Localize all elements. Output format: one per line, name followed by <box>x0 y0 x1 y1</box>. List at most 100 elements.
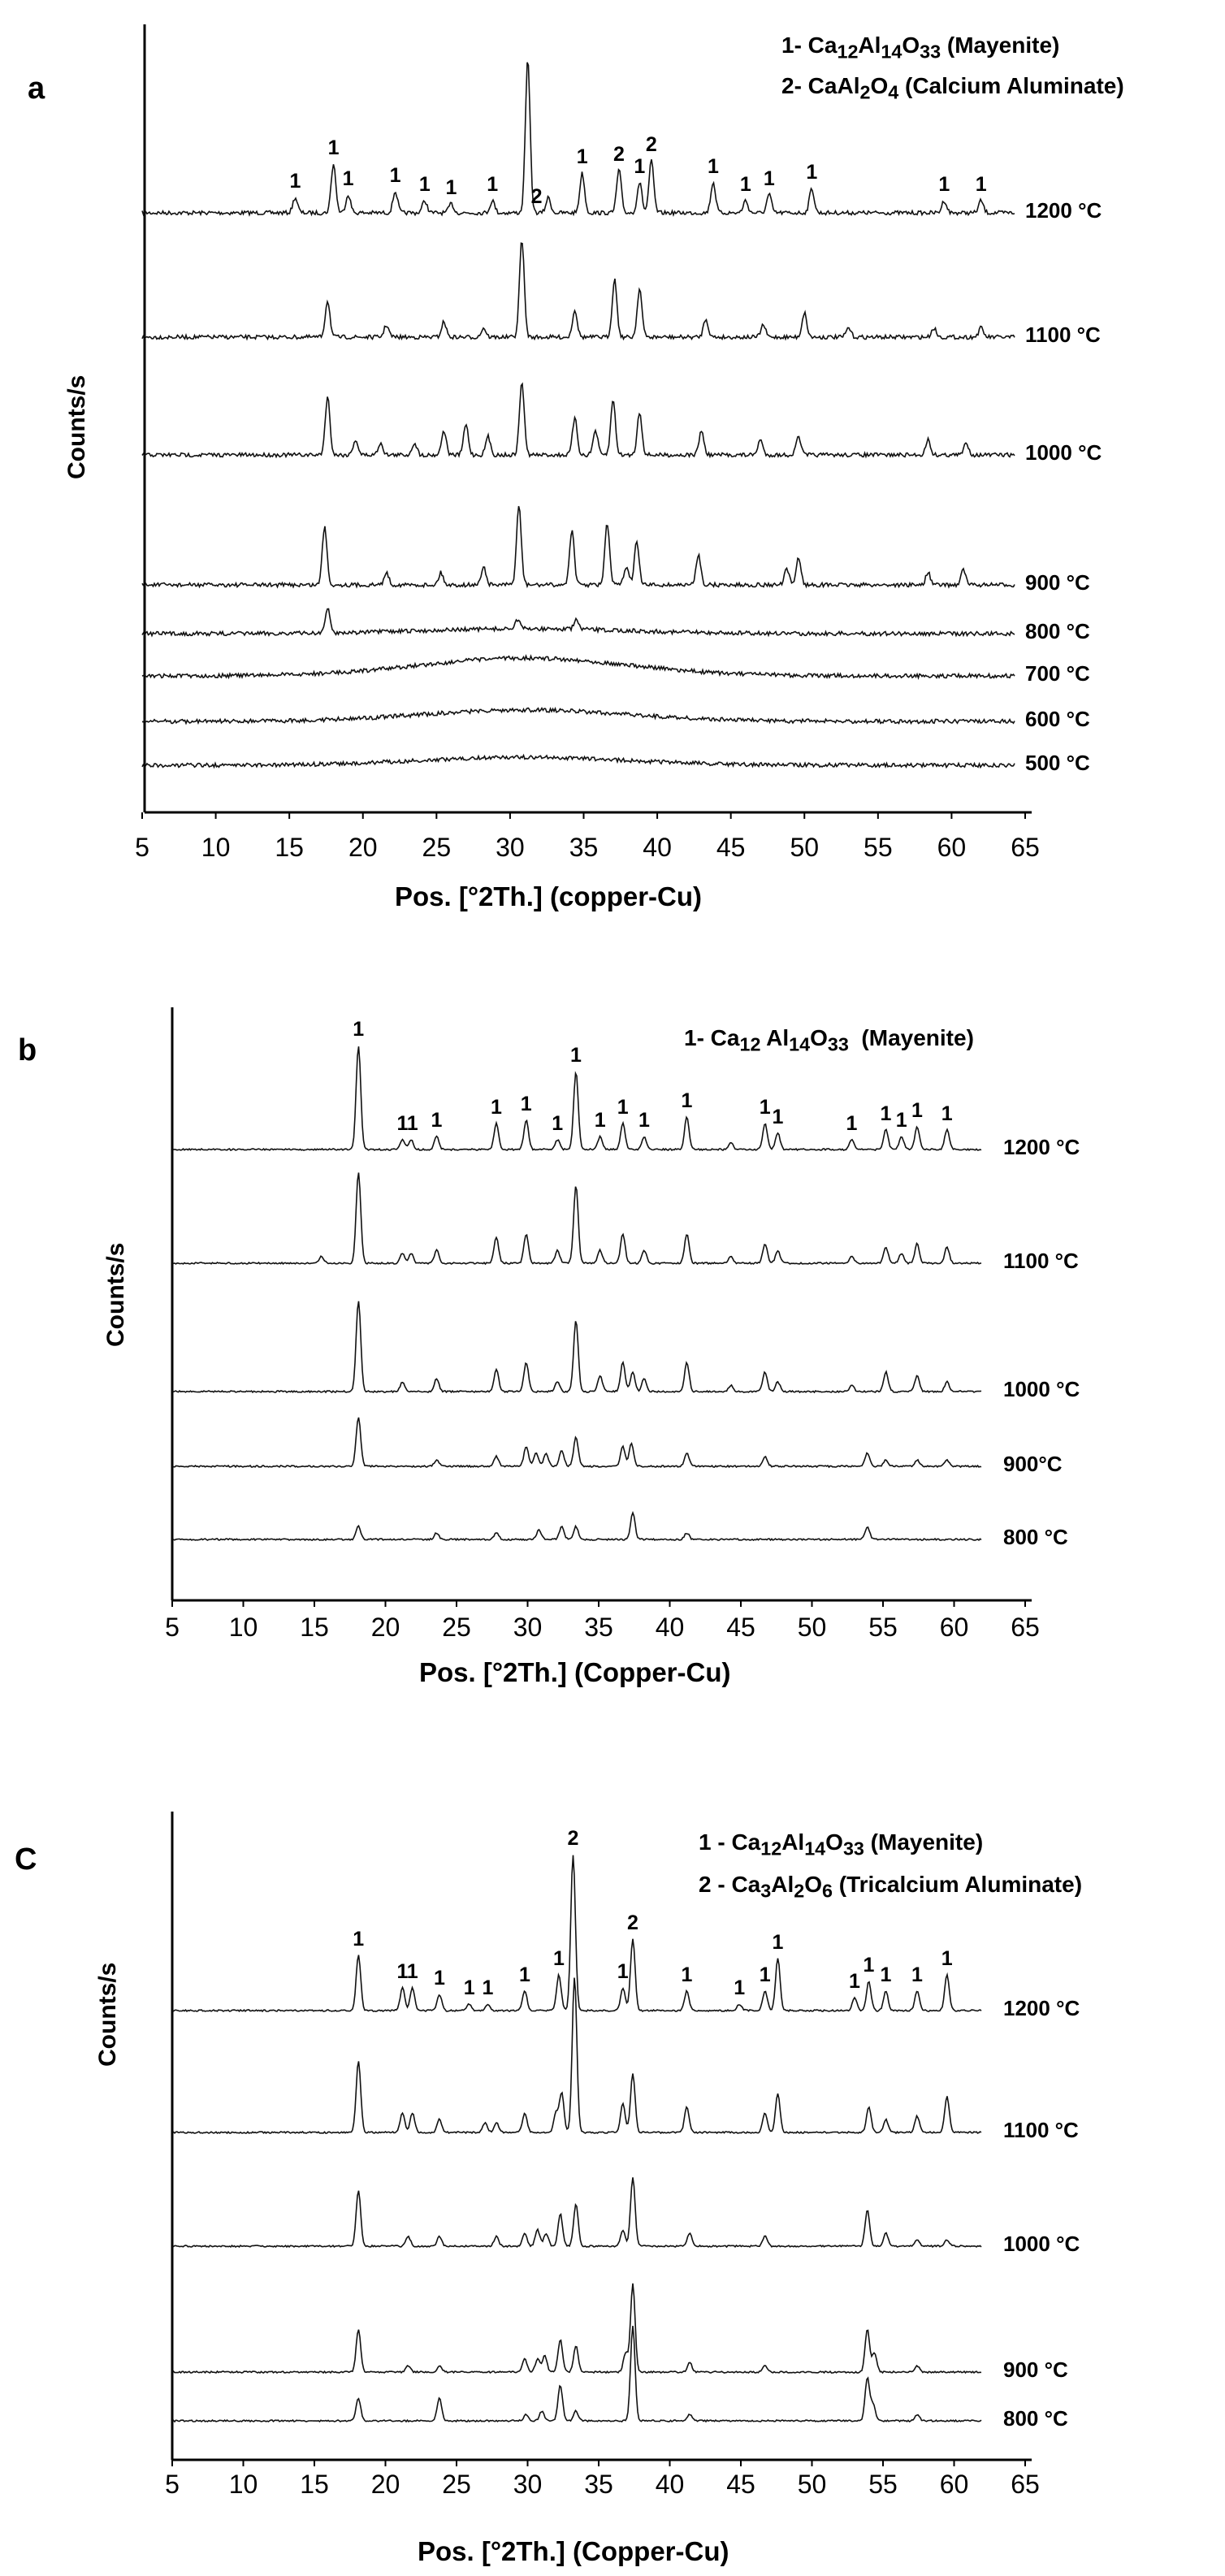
peak-label: 1 <box>911 1099 923 1122</box>
series-label-1100c: 1100 °C <box>1025 323 1101 347</box>
peak-label: 1 <box>759 1963 771 1986</box>
x-tick-label: 65 <box>1011 833 1040 862</box>
series-label-800c: 800 °C <box>1003 1525 1068 1549</box>
peak-label: 1 <box>763 167 775 190</box>
series-label-800c: 800 °C <box>1025 619 1090 643</box>
peak-label: 1 <box>772 1931 784 1954</box>
peak-label: 2 <box>627 1911 638 1934</box>
peak-label: 1 <box>342 167 354 190</box>
peak-label: 1 <box>634 154 646 178</box>
x-tick-label: 65 <box>1011 1613 1040 1642</box>
x-tick-label: 10 <box>228 1613 258 1642</box>
peak-label: 1 <box>941 1947 953 1970</box>
peak-label: 1 <box>418 173 431 196</box>
series-line-900c <box>141 505 1015 589</box>
peak-label: 1 <box>880 1102 892 1125</box>
series-line-1100c <box>171 1977 982 2135</box>
peak-label: 1 <box>617 1096 629 1119</box>
peak-label: 1 <box>396 1960 409 1983</box>
peak-label: 1 <box>734 1976 746 1999</box>
panel-c-letter: C <box>15 1842 37 1877</box>
peak-label: 1 <box>289 170 301 193</box>
x-tick-label: 15 <box>300 2470 329 2499</box>
x-tick-label: 20 <box>370 1613 400 1642</box>
peak-label: 1 <box>445 175 457 199</box>
peak-label: 1 <box>353 1928 365 1950</box>
series-line-500c <box>141 753 1015 769</box>
x-tick-label: 60 <box>939 2470 969 2499</box>
peak-label: 1 <box>846 1112 858 1135</box>
panel-b-x-axis-label: Pos. [°2Th.] (Copper-Cu) <box>419 1657 731 1687</box>
peak-label: 1 <box>594 1109 606 1132</box>
series-label-900c: 900°C <box>1003 1452 1063 1476</box>
peak-label: 1 <box>353 1018 365 1041</box>
series-line-900c <box>171 2283 982 2375</box>
series-line-1000c <box>171 1301 982 1394</box>
panel-c-x-axis-label: Pos. [°2Th.] (Copper-Cu) <box>418 2536 729 2566</box>
series-line-1100c <box>141 242 1015 341</box>
x-tick-label: 25 <box>442 1613 471 1642</box>
panel-b-plot <box>171 1007 1032 1607</box>
peak-label: 1 <box>434 1967 445 1989</box>
x-tick-label: 45 <box>726 2470 755 2499</box>
panel-a-x-axis-label: Pos. [°2Th.] (copper-Cu) <box>395 881 703 911</box>
series-label-500c: 500 °C <box>1025 751 1090 775</box>
series-label-1000c: 1000 °C <box>1003 2232 1080 2256</box>
panel-c-y-axis-label: Counts/s <box>94 1962 121 2067</box>
panel-a-y-axis-label: Counts/s <box>63 374 90 479</box>
series-line-1000c <box>141 382 1015 459</box>
x-tick-label: 45 <box>726 1613 755 1642</box>
peak-label: 1 <box>681 1963 693 1986</box>
x-tick-label: 15 <box>275 833 304 862</box>
series-label-800c: 800 °C <box>1003 2406 1068 2431</box>
peak-label: 1 <box>570 1044 582 1067</box>
x-tick-label: 40 <box>655 2470 685 2499</box>
x-tick-label: 10 <box>228 2470 258 2499</box>
x-tick-label: 35 <box>569 833 599 862</box>
panel-b-letter: b <box>18 1033 37 1067</box>
series-line-1100c <box>171 1172 982 1266</box>
peak-label: 1 <box>482 1976 494 1999</box>
x-tick-label: 60 <box>937 833 967 862</box>
peak-label: 1 <box>772 1106 784 1128</box>
peak-label: 1 <box>759 1096 771 1119</box>
peak-label: 1 <box>519 1963 530 1986</box>
peak-label: 2 <box>530 185 543 208</box>
panel-c-legend-entry-1: 1 - Ca12Al14O33 (Mayenite) <box>699 1829 984 1859</box>
peak-label: 1 <box>617 1960 629 1983</box>
series-label-600c: 600 °C <box>1025 707 1090 731</box>
peak-label: 2 <box>613 142 625 166</box>
peak-label: 1 <box>491 1096 502 1119</box>
x-tick-label: 55 <box>864 833 893 862</box>
xrd-panel-c: C Counts/s Pos. [°2Th.] (Copper-Cu) 1 - … <box>0 1787 1225 2576</box>
peak-label: 1 <box>895 1109 907 1132</box>
series-label-1200c: 1200 °C <box>1003 1996 1080 2020</box>
series-label-900c: 900 °C <box>1003 2357 1068 2382</box>
series-line-900c <box>171 1417 982 1469</box>
series-line-700c <box>141 654 1015 680</box>
peak-label: 1 <box>406 1112 418 1135</box>
panel-b-y-axis-label: Counts/s <box>102 1242 129 1347</box>
x-tick-label: 35 <box>584 1613 613 1642</box>
peak-label: 1 <box>520 1093 532 1115</box>
x-tick-label: 30 <box>513 1613 543 1642</box>
series-line-1200c <box>171 1046 982 1152</box>
peak-label: 1 <box>389 163 401 187</box>
x-tick-label: 60 <box>939 1613 969 1642</box>
peak-label: 1 <box>553 1947 565 1970</box>
x-tick-label: 30 <box>513 2470 543 2499</box>
series-label-1200c: 1200 °C <box>1003 1135 1080 1159</box>
panel-c-plot <box>171 1812 1032 2466</box>
series-line-800c <box>171 2326 982 2423</box>
series-label-1100c: 1100 °C <box>1003 2118 1079 2142</box>
x-tick-label: 35 <box>584 2470 613 2499</box>
series-line-800c <box>141 608 1015 638</box>
panel-b-legend-entry-1: 1- Ca12 Al14O33 (Mayenite) <box>684 1025 974 1055</box>
x-tick-label: 20 <box>348 833 378 862</box>
x-tick-label: 65 <box>1011 2470 1040 2499</box>
peak-label: 1 <box>431 1109 443 1132</box>
panel-a-legend-entry-2: 2- CaAl2O4 (Calcium Aluminate) <box>781 73 1124 103</box>
panel-a-plot <box>141 24 1032 819</box>
x-tick-label: 55 <box>868 2470 898 2499</box>
panel-a-legend-entry-1: 1- Ca12Al14O33 (Mayenite) <box>781 32 1060 63</box>
